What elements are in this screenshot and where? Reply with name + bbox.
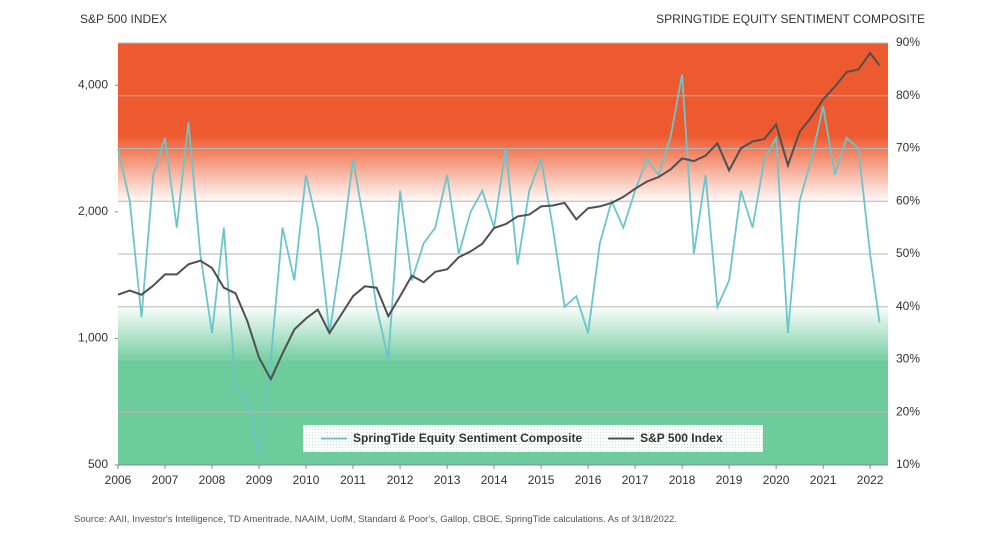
y-tick-label: 500 xyxy=(88,457,108,471)
x-tick-label: 2017 xyxy=(622,473,649,487)
y-tick-label: 2,000 xyxy=(78,204,108,218)
data-line xyxy=(117,74,881,455)
x-tick-label: 2021 xyxy=(810,473,837,487)
y2-tick-label: 70% xyxy=(896,141,920,155)
y2-tick-label: 20% xyxy=(896,404,920,418)
y2-tick-label: 30% xyxy=(896,352,920,366)
x-tick-label: 2016 xyxy=(575,473,602,487)
x-tick-label: 2015 xyxy=(528,473,555,487)
data-line xyxy=(117,51,881,382)
y2-tick-label: 50% xyxy=(896,246,920,260)
x-tick-label: 2013 xyxy=(434,473,461,487)
y2-tick-label: 60% xyxy=(896,193,920,207)
y-tick-label: 1,000 xyxy=(78,331,108,345)
x-tick-label: 2011 xyxy=(340,473,366,487)
y2-tick-label: 10% xyxy=(896,457,920,471)
x-tick-label: 2019 xyxy=(716,473,743,487)
x-tick-label: 2009 xyxy=(246,473,273,487)
x-tick-label: 2008 xyxy=(199,473,226,487)
x-tick-label: 2022 xyxy=(857,473,884,487)
legend-label: S&P 500 Index xyxy=(640,431,723,445)
x-tick-label: 2007 xyxy=(152,473,179,487)
y-tick-label: 4,000 xyxy=(78,77,108,91)
y2-tick-label: 90% xyxy=(896,35,920,49)
x-tick-label: 2010 xyxy=(293,473,320,487)
right-axis-title: SPRINGTIDE EQUITY SENTIMENT COMPOSITE xyxy=(656,12,925,26)
legend-label: SpringTide Equity Sentiment Composite xyxy=(353,431,582,445)
x-tick-label: 2006 xyxy=(105,473,132,487)
source-note: Source: AAII, Investor's Intelligence, T… xyxy=(74,514,677,525)
x-tick-label: 2012 xyxy=(387,473,414,487)
legend-box xyxy=(303,425,763,452)
x-tick-label: 2020 xyxy=(763,473,790,487)
y2-tick-label: 40% xyxy=(896,299,920,313)
left-axis-title: S&P 500 INDEX xyxy=(80,12,167,26)
y2-tick-label: 80% xyxy=(896,88,920,102)
x-tick-label: 2014 xyxy=(481,473,508,487)
x-tick-label: 2018 xyxy=(669,473,696,487)
